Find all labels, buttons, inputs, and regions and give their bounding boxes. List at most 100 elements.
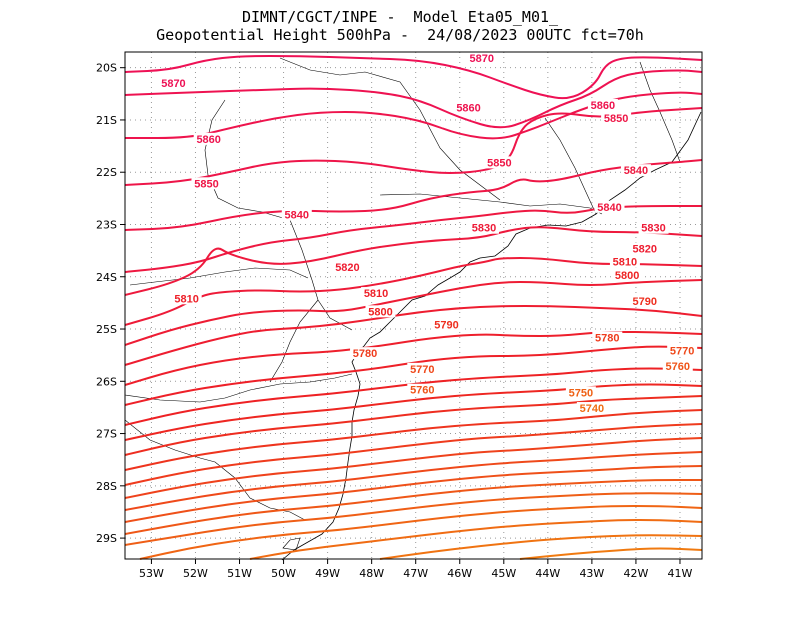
lat-tick-label: 29S [96,532,117,545]
contour-label-bg [350,347,381,360]
river-border [129,267,309,286]
contour-label: 5860 [196,134,220,146]
contour-label: 5850 [604,113,628,125]
contour-line [124,437,703,499]
lon-tick-label: 43W [579,567,604,580]
state-border [639,61,681,163]
height-contours [124,55,703,560]
contour-line [139,505,703,560]
contour-label-bg [592,331,623,344]
contour-label: 5820 [335,262,359,274]
lat-tick-label: 26S [96,375,117,388]
contour-label-bg [281,208,312,221]
contour-label: 5760 [666,361,690,373]
lat-tick-label: 28S [96,480,117,493]
contour-label: 5840 [597,202,621,214]
lon-tick-label: 45W [491,567,516,580]
contour-label-bg [620,164,651,177]
contour-label: 5780 [353,348,377,360]
contour-label-bg [667,344,698,357]
contour-label: 5870 [470,53,494,65]
lat-tick-label: 24S [96,271,117,284]
contour-label: 5850 [194,178,218,190]
contour-label-bg [332,260,363,273]
contour-line [519,547,703,560]
coastline [281,111,702,561]
contour-label-bg [453,101,484,114]
contour-label: 5830 [641,223,665,235]
state-border [544,117,597,215]
contour-label-bg [629,242,660,255]
contour-line [124,465,703,523]
contour-label: 5800 [615,270,639,282]
contour-line [124,226,703,296]
contour-label: 5840 [285,210,309,222]
lat-tick-label: 25S [96,323,117,336]
chart-title-line1: DIMNT/CGCT/INPE - Model Eta05_M01_ [241,8,559,26]
contour-line [249,519,703,560]
contour-line [124,395,703,456]
contour-label: 5820 [632,244,656,256]
lon-tick-label: 52W [183,567,208,580]
plot-frame [124,51,703,560]
contour-line [124,345,703,406]
contour-line [124,55,703,100]
contour-label: 5860 [456,102,480,114]
contour-label: 5810 [174,293,198,305]
lon-tick-label: 46W [447,567,472,580]
contour-label-bg [576,402,607,415]
contour-label-bg [407,383,438,396]
lon-tick-label: 49W [315,567,340,580]
contour-label-bg [407,362,438,375]
latitude-axis: 20S 21S 22S 23S 24S 25S 26S 27S 28S 29S [96,62,125,545]
lon-tick-label: 42W [623,567,648,580]
contour-label-bg [468,221,499,234]
lat-tick-label: 27S [96,428,117,441]
contour-label-bg [171,292,202,305]
state-border [279,57,501,201]
lon-tick-label: 53W [139,567,164,580]
lat-tick-label: 22S [96,166,117,179]
contour-labels: 5870587058605860586058505850585058405840… [158,51,698,415]
contour-label: 5770 [410,364,434,376]
contour-label-bg [587,98,618,111]
contour-line [124,423,703,486]
contour-line [124,479,702,535]
contour-line [124,451,703,511]
lat-tick-label: 21S [96,114,117,127]
contour-line [124,279,703,346]
contour-label: 5870 [161,78,185,90]
contour-label: 5790 [434,319,458,331]
contour-label-bg [484,156,515,169]
state-border [269,299,319,383]
contour-label-bg [594,200,625,213]
contour-label: 5830 [472,223,496,235]
longitude-axis: 53W 52W 51W 50W 49W 48W 47W 46W 45W 44W 43W 42W 41W [139,559,693,580]
contour-label-bg [609,255,640,268]
lon-tick-label: 47W [403,567,428,580]
contour-line [124,409,703,471]
state-border [204,99,353,331]
contour-label-bg [191,177,222,190]
contour-label: 5780 [595,332,619,344]
contour-label: 5760 [410,385,434,397]
contour-label-bg [612,268,643,281]
contour-line [124,107,703,186]
contour-label: 5740 [580,403,604,415]
contour-label-bg [662,360,693,373]
lat-tick-label: 23S [96,218,117,231]
contour-label-bg [158,76,189,89]
chart-title-line2: Geopotential Height 500hPa - 24/08/2023 … [156,26,644,44]
contour-label-bg [565,386,596,399]
contour-line [124,205,702,273]
contour-label: 5860 [591,100,615,112]
contour-label-bg [629,294,660,307]
lon-tick-label: 48W [359,567,384,580]
contour-label: 5810 [613,257,637,269]
contour-line [124,331,703,386]
contour-line [124,492,703,546]
contour-label-bg [361,287,392,300]
contour-line [124,69,703,129]
lon-tick-label: 50W [271,567,296,580]
